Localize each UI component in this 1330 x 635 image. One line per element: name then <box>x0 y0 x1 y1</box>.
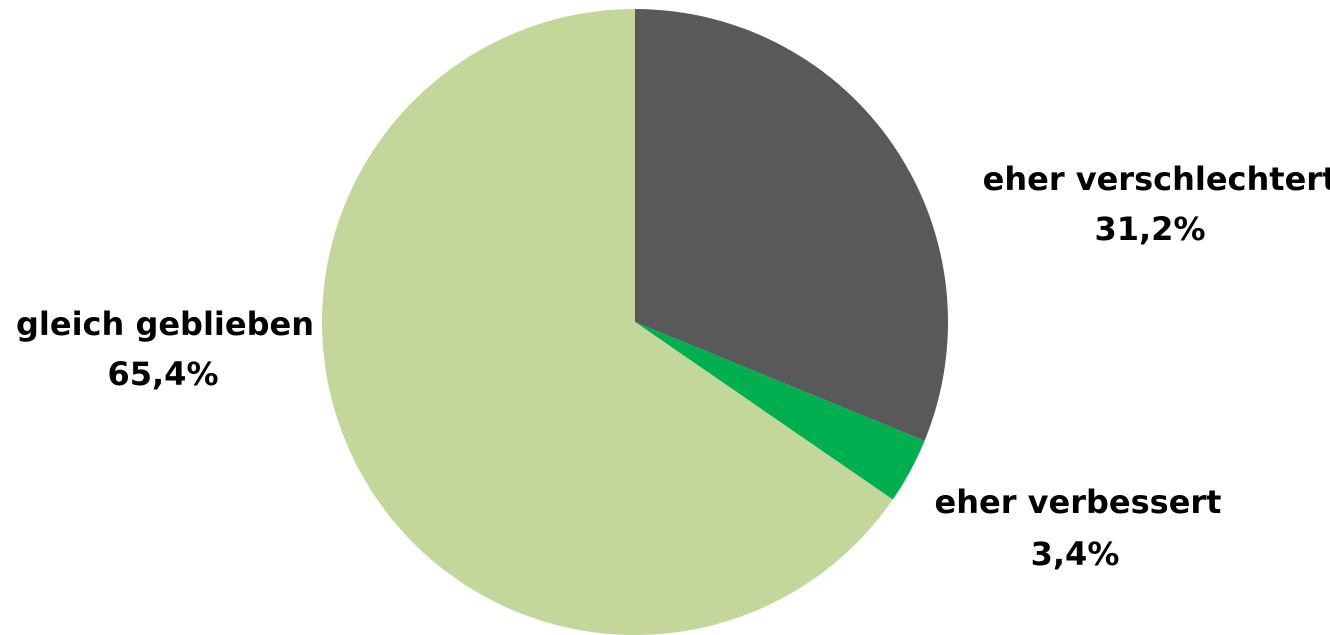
slices-layer <box>322 9 949 635</box>
pie-slice-eher-verschlechtert <box>635 9 949 441</box>
slice-value-eher-verbessert: 3,4% <box>1031 535 1120 573</box>
slice-value-gleich-geblieben: 65,4% <box>107 355 218 393</box>
labels-layer: eher verschlechtert 31,2% eher verbesser… <box>16 160 1330 573</box>
slice-label-gleich-geblieben: gleich geblieben <box>16 305 314 343</box>
slice-label-eher-verschlechtert: eher verschlechtert <box>983 160 1330 198</box>
slice-value-eher-verschlechtert: 31,2% <box>1094 210 1205 248</box>
pie-slice-gleich-geblieben <box>322 9 893 635</box>
slice-label-eher-verbessert: eher verbessert <box>935 483 1222 521</box>
pie-slice-eher-verbessert <box>635 322 925 500</box>
